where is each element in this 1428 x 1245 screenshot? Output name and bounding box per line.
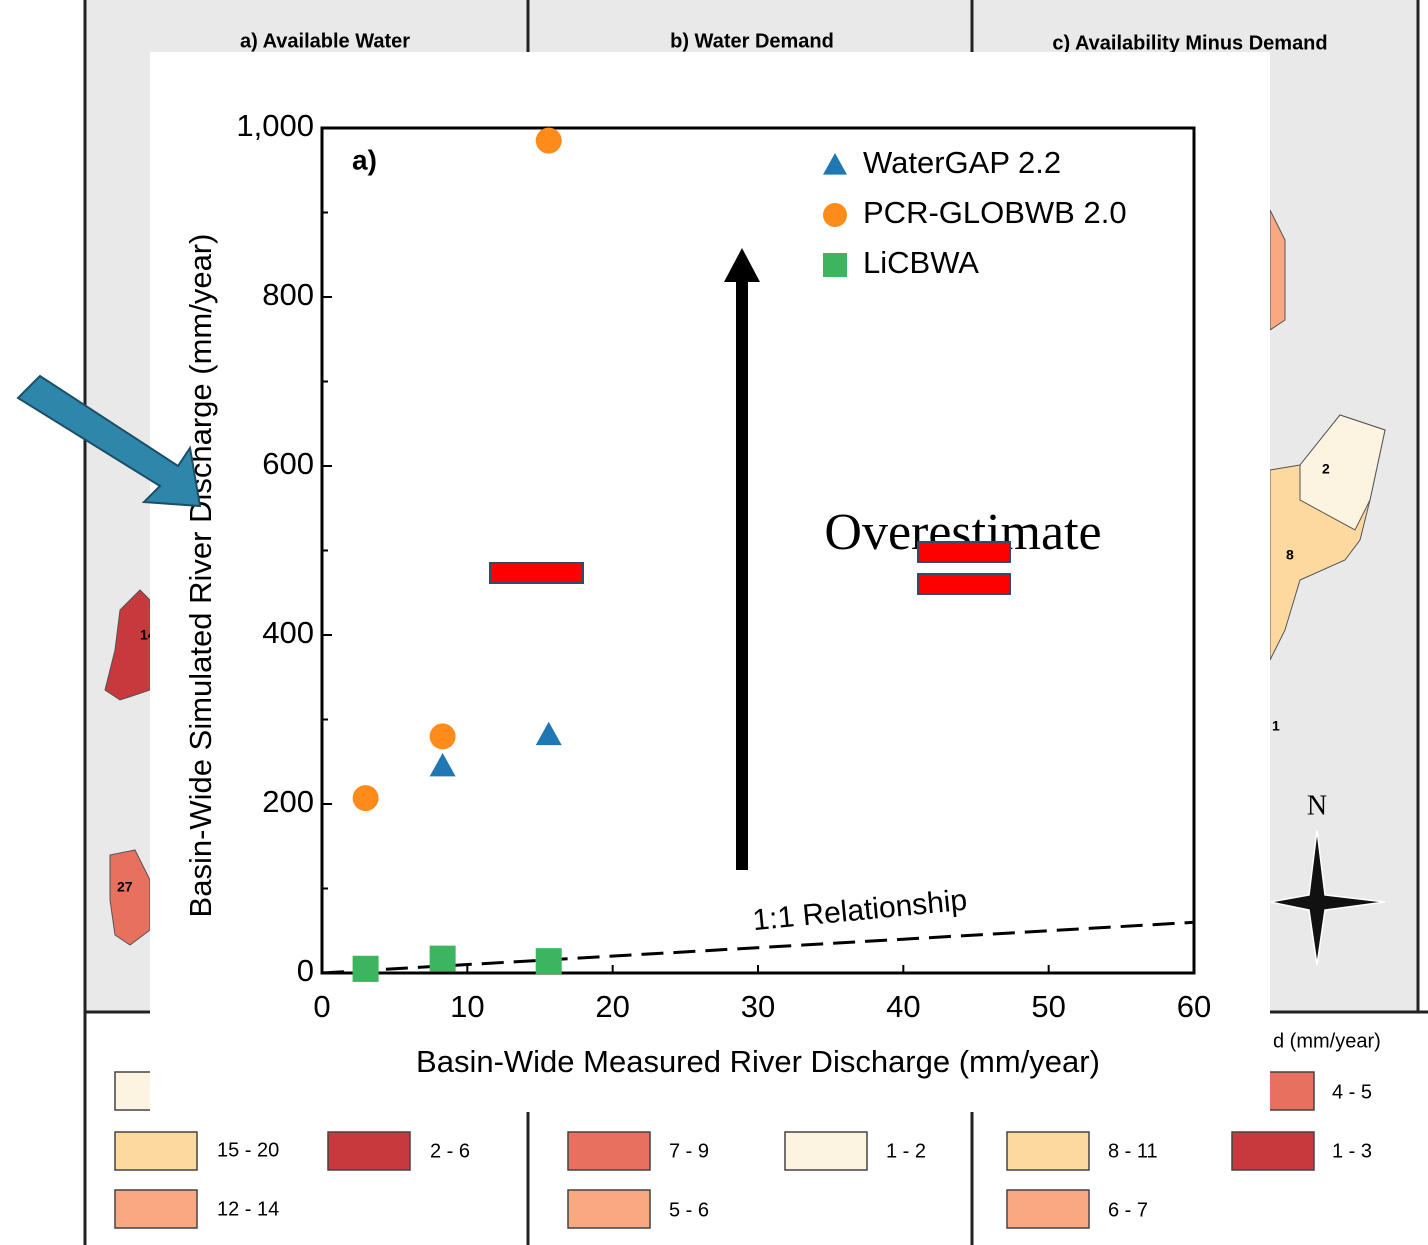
x-tick-label: 30 <box>741 989 775 1024</box>
x-tick-label: 20 <box>595 989 629 1024</box>
legend-swatch <box>568 1190 650 1228</box>
marker <box>430 723 456 749</box>
north-label: N <box>1307 790 1327 821</box>
legend-swatch <box>115 1132 197 1170</box>
legend-label: PCR-GLOBWB 2.0 <box>863 195 1127 230</box>
y-tick-label: 600 <box>262 446 314 481</box>
map-title: b) Water Demand <box>670 30 834 52</box>
legend-swatch <box>568 1132 650 1170</box>
map-label: 8 <box>1286 547 1294 563</box>
panel-label: a) <box>352 144 377 175</box>
legend-label: 4 - 5 <box>1332 1081 1372 1103</box>
legend-label: 2 - 6 <box>430 1140 470 1162</box>
marker <box>353 956 379 982</box>
legend-label: 1 - 3 <box>1332 1140 1372 1162</box>
equals-mark <box>490 563 583 583</box>
legend-marker <box>823 253 847 277</box>
legend-swatch <box>115 1190 197 1228</box>
legend-label: 6 - 7 <box>1108 1199 1148 1221</box>
map-label: 1 <box>1272 718 1280 734</box>
y-tick-label: 800 <box>262 277 314 312</box>
legend-swatch <box>1232 1132 1314 1170</box>
y-tick-label: 400 <box>262 615 314 650</box>
legend-label: WaterGAP 2.2 <box>863 145 1061 180</box>
marker <box>430 946 456 972</box>
y-tick-label: 200 <box>262 784 314 819</box>
legend-label: 15 - 20 <box>217 1139 279 1161</box>
page: a) Available Water b) Water Demand c) Av… <box>0 0 1428 1245</box>
x-tick-label: 60 <box>1177 989 1211 1024</box>
y-tick-label: 0 <box>297 953 314 988</box>
equals-mark <box>918 574 1010 594</box>
x-tick-label: 50 <box>1031 989 1065 1024</box>
legend-swatch <box>1007 1132 1089 1170</box>
legend-swatch <box>1007 1190 1089 1228</box>
map-title: a) Available Water <box>240 30 410 52</box>
legend-label: 7 - 9 <box>669 1140 709 1162</box>
legend-label: 1 - 2 <box>886 1140 926 1162</box>
legend-label: 8 - 11 <box>1108 1140 1158 1162</box>
x-tick-label: 0 <box>313 989 330 1024</box>
x-tick-label: 40 <box>886 989 920 1024</box>
x-axis-label: Basin-Wide Measured River Discharge (mm/… <box>416 1044 1100 1079</box>
legend-unit: d (mm/year) <box>1273 1030 1381 1052</box>
marker <box>536 948 562 974</box>
legend-swatch <box>328 1132 410 1170</box>
map-title: c) Availability Minus Demand <box>1052 32 1327 54</box>
legend-swatch <box>785 1132 867 1170</box>
y-axis-label: Basin-Wide Simulated River Discharge (mm… <box>183 234 218 918</box>
legend-label: 5 - 6 <box>669 1199 709 1221</box>
x-tick-label: 10 <box>450 989 484 1024</box>
legend-label: LiCBWA <box>863 245 979 280</box>
map-label: 27 <box>117 879 133 895</box>
y-tick-label: 1,000 <box>236 108 314 143</box>
legend-label: 12 - 14 <box>217 1198 279 1220</box>
marker <box>536 128 562 154</box>
map-label: 2 <box>1322 461 1330 477</box>
equals-mark <box>918 542 1010 562</box>
marker <box>353 785 379 811</box>
figure: a) Available Water b) Water Demand c) Av… <box>0 0 1428 1245</box>
legend-marker <box>823 203 847 227</box>
